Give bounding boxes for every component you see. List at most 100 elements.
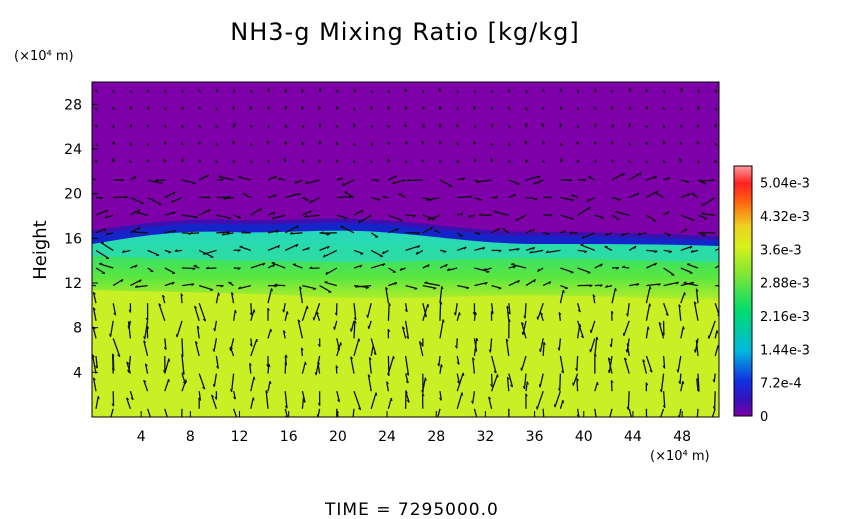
wind-vector-head — [238, 426, 240, 428]
wind-vector — [628, 192, 640, 199]
wind-vector — [106, 232, 114, 236]
wind-vector — [302, 196, 309, 201]
wind-vector — [304, 214, 320, 218]
wind-vector — [284, 354, 287, 374]
wind-vector — [181, 283, 195, 287]
wind-vector — [147, 197, 162, 206]
wind-vector-head — [611, 106, 614, 110]
wind-vector — [250, 397, 254, 409]
wind-vector-head — [267, 125, 270, 129]
wind-vector-head — [695, 288, 699, 292]
wind-vector — [193, 305, 200, 321]
wind-vector-head — [473, 105, 476, 109]
wind-vector-head — [577, 125, 580, 129]
y-tick-label: 12 — [64, 276, 82, 292]
wind-vector-head — [576, 378, 579, 382]
wind-vectors — [92, 88, 719, 428]
wind-vector-head — [508, 159, 511, 163]
wind-vector-head — [207, 196, 211, 200]
wind-vector — [680, 228, 688, 234]
wind-vector-head — [253, 309, 256, 313]
wind-vector-head — [424, 281, 428, 284]
wind-vector-head — [700, 231, 704, 234]
wind-vector — [604, 246, 613, 251]
wind-vector — [439, 364, 442, 374]
wind-vector — [663, 249, 672, 253]
wind-vector-head — [599, 284, 603, 288]
wind-vector-head — [274, 285, 278, 288]
wind-vector-head — [230, 388, 233, 393]
wind-vector-head — [510, 384, 513, 388]
wind-vector — [146, 408, 152, 417]
wind-vector — [701, 213, 716, 216]
wind-vector — [371, 196, 381, 201]
wind-vector — [198, 373, 206, 390]
wind-vector-head — [439, 159, 442, 163]
wind-vector — [301, 305, 309, 322]
wind-vector-head — [595, 88, 597, 92]
wind-vector-head — [158, 303, 162, 306]
wind-vector-head — [326, 233, 330, 236]
wind-vector — [422, 226, 433, 234]
wind-vector-head — [150, 420, 152, 422]
wind-vector-head — [600, 263, 603, 267]
wind-vector — [250, 207, 263, 216]
wind-vector — [576, 320, 585, 339]
wind-vector — [690, 192, 699, 199]
wind-vector-head — [212, 348, 215, 352]
wind-vector-head — [174, 249, 178, 252]
wind-vector-head — [105, 232, 109, 236]
wind-vector — [147, 179, 163, 184]
wind-vector — [483, 267, 492, 272]
wind-vector-head — [215, 142, 219, 146]
wind-vector-head — [215, 107, 219, 111]
wind-vector-head — [388, 125, 391, 129]
wind-vector — [628, 171, 642, 181]
wind-vector-head — [304, 361, 307, 365]
wind-vector — [680, 179, 690, 183]
wind-vector — [646, 262, 657, 269]
wind-vector-head — [521, 321, 525, 325]
wind-vector — [543, 196, 552, 199]
wind-vector — [95, 209, 108, 216]
wind-vector — [180, 293, 183, 304]
wind-vector-head — [522, 385, 525, 390]
y-tick-label: 16 — [64, 231, 82, 247]
wind-vector-head — [584, 251, 588, 254]
wind-vector-head — [580, 335, 584, 339]
wind-vector-head — [628, 160, 632, 164]
wind-vector — [278, 178, 286, 181]
wind-vector-head — [192, 182, 196, 185]
wind-vector-head — [605, 284, 608, 288]
wind-vector-head — [126, 361, 130, 365]
wind-vector — [490, 374, 499, 392]
wind-vector — [542, 342, 545, 357]
wind-vector-head — [714, 89, 718, 93]
wind-vector-head — [525, 393, 528, 397]
wind-vector-head — [104, 215, 108, 219]
wind-vector-head — [625, 349, 628, 353]
wind-vector — [439, 391, 442, 401]
wind-vector-head — [350, 356, 354, 360]
wind-vector-head — [274, 175, 278, 179]
wind-vector — [457, 195, 472, 199]
wind-vector-head — [108, 423, 109, 426]
wind-vector — [333, 320, 338, 330]
wind-vector-head — [99, 197, 104, 200]
wind-vector-head — [229, 347, 232, 351]
wind-vector-head — [168, 251, 172, 254]
wind-vector-head — [218, 175, 222, 178]
wind-vector-head — [622, 172, 626, 176]
wind-vector — [697, 373, 700, 392]
wind-vector-head — [250, 160, 253, 164]
wind-vector-head — [302, 159, 305, 163]
wind-vector-head — [536, 406, 538, 410]
wind-vector-head — [676, 369, 679, 373]
wind-vector-head — [164, 124, 167, 129]
wind-vector-head — [202, 386, 206, 390]
wind-vector — [284, 408, 289, 417]
wind-vector-head — [440, 301, 443, 305]
wind-vector — [232, 391, 237, 400]
colorbar-label: 7.2e-4 — [760, 377, 802, 392]
wind-vector — [385, 287, 390, 304]
